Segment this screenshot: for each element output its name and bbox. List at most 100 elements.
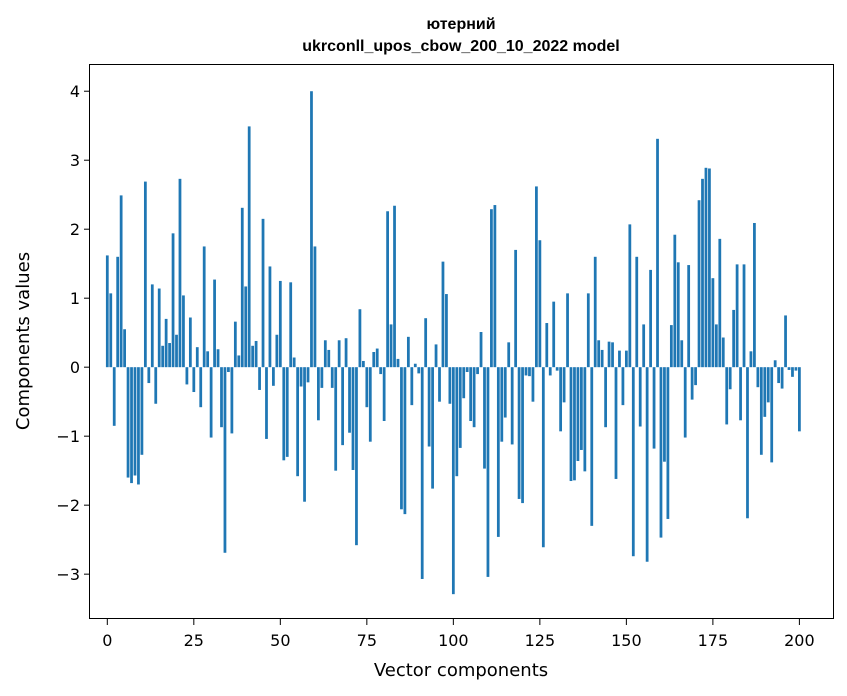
bar-2 [112, 367, 116, 426]
bar-53 [289, 282, 293, 368]
bar-17 [164, 318, 168, 368]
bar-152 [631, 367, 635, 557]
bar-122 [528, 367, 531, 377]
bar-131 [559, 367, 563, 432]
bar-84 [396, 358, 400, 368]
bar-57 [303, 367, 306, 502]
bar-129 [552, 301, 556, 368]
bar-16 [161, 345, 165, 368]
bar-87 [406, 336, 410, 368]
bar-138 [583, 367, 587, 472]
bar-80 [382, 367, 386, 421]
bar-127 [545, 323, 549, 368]
bar-115 [503, 367, 507, 418]
bar-50 [278, 280, 282, 368]
bar-7 [130, 367, 133, 484]
bar-46 [265, 367, 268, 439]
bar-128 [548, 367, 552, 376]
bar-9 [137, 367, 140, 485]
bar-150 [624, 350, 628, 368]
bar-108 [479, 332, 483, 368]
x-axis-label: Vector components [374, 660, 548, 681]
bar-59 [310, 91, 313, 368]
bar-146 [611, 342, 614, 368]
bar-105 [469, 367, 473, 421]
bar-10 [140, 367, 144, 455]
bar-113 [496, 367, 500, 537]
bar-13 [150, 284, 154, 368]
bar-155 [642, 324, 646, 368]
bar-110 [486, 367, 490, 577]
bar-30 [209, 367, 213, 438]
bar-191 [766, 367, 770, 403]
bar-64 [327, 349, 331, 368]
y-axis-label: Components values [13, 252, 34, 430]
bar-70 [348, 367, 351, 433]
bar-183 [739, 367, 742, 421]
bar-133 [566, 293, 569, 368]
bar-71 [351, 367, 355, 470]
bar-198 [791, 367, 794, 377]
bar-178 [721, 337, 725, 368]
plot-frame [89, 64, 834, 619]
bar-41 [247, 126, 251, 368]
bar-29 [206, 351, 210, 368]
x-tick-label: 100 [438, 631, 469, 650]
bar-25 [192, 367, 196, 393]
bar-24 [188, 317, 192, 368]
bar-21 [178, 178, 182, 368]
bar-82 [389, 324, 393, 368]
bar-139 [586, 293, 590, 368]
bar-102 [458, 367, 462, 448]
bar-60 [313, 246, 317, 368]
y-tick-label: −1 [56, 427, 80, 446]
bar-181 [732, 309, 736, 368]
bar-148 [618, 350, 621, 368]
bar-65 [330, 367, 334, 388]
y-tick-label: 3 [70, 151, 80, 170]
bars-group [105, 91, 801, 595]
bar-12 [147, 367, 151, 384]
bar-38 [237, 355, 241, 368]
bar-112 [493, 205, 497, 368]
bar-169 [690, 367, 694, 400]
bar-26 [195, 347, 199, 368]
x-tick-label: 200 [784, 631, 815, 650]
bar-143 [600, 349, 604, 368]
bar-31 [213, 279, 216, 368]
bar-42 [251, 345, 255, 368]
bar-189 [759, 367, 763, 455]
bar-73 [358, 309, 362, 368]
bar-140 [590, 367, 594, 526]
bar-175 [711, 278, 715, 368]
bar-111 [490, 209, 493, 368]
bar-11 [143, 181, 147, 368]
bar-0 [105, 255, 109, 368]
bar-153 [635, 256, 639, 368]
bar-156 [645, 367, 649, 562]
bar-116 [507, 342, 511, 368]
y-tick-label: 0 [70, 358, 80, 377]
bar-36 [230, 367, 234, 434]
y-tick-label: −2 [56, 496, 80, 515]
chart-subtitle: ukrconll_upos_cbow_200_10_2022 model [302, 38, 619, 55]
bar-35 [227, 367, 230, 373]
bar-91 [420, 367, 424, 579]
x-tick-label: 75 [357, 631, 377, 650]
bar-197 [787, 367, 791, 370]
y-tick-label: 4 [70, 82, 80, 101]
bar-144 [604, 367, 607, 428]
bar-132 [562, 367, 566, 403]
bar-141 [593, 256, 597, 368]
bar-67 [337, 340, 341, 368]
x-tick-label: 0 [102, 631, 112, 650]
bar-61 [317, 367, 320, 421]
bar-130 [555, 367, 559, 371]
bar-72 [355, 367, 358, 546]
bar-56 [299, 367, 303, 387]
bar-1 [109, 293, 113, 368]
bar-49 [275, 334, 279, 368]
bar-103 [462, 367, 466, 399]
y-tick-label: −3 [56, 565, 80, 584]
